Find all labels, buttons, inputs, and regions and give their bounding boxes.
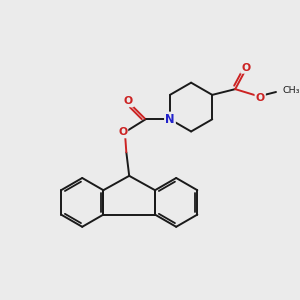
Text: O: O bbox=[118, 127, 127, 137]
Text: O: O bbox=[256, 93, 265, 103]
Text: CH₃: CH₃ bbox=[282, 86, 300, 95]
Text: O: O bbox=[241, 63, 250, 73]
Text: N: N bbox=[165, 113, 175, 126]
Text: O: O bbox=[124, 96, 133, 106]
